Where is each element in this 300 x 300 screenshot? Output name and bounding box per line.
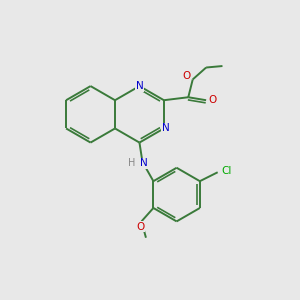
Text: Cl: Cl — [221, 166, 232, 176]
Text: O: O — [136, 222, 144, 232]
Text: H: H — [128, 158, 136, 168]
Text: N: N — [140, 158, 148, 168]
Text: O: O — [208, 95, 217, 105]
Text: N: N — [161, 124, 169, 134]
Text: N: N — [136, 81, 143, 91]
Text: O: O — [182, 71, 190, 81]
